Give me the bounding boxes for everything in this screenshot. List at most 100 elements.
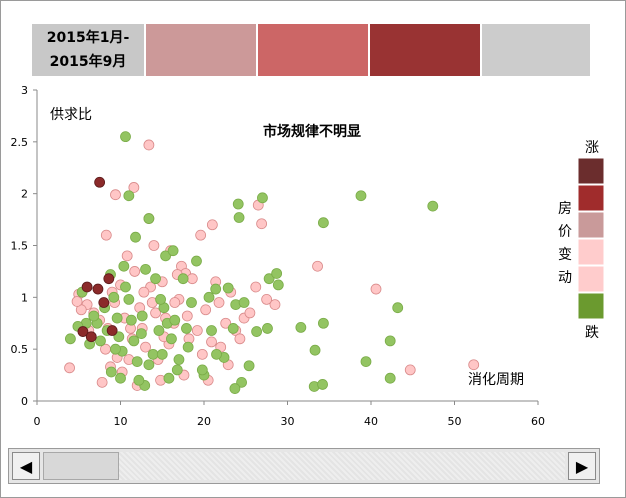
data-point	[210, 283, 222, 295]
scroll-right-button[interactable]: ▶	[568, 452, 596, 480]
data-point	[120, 281, 131, 293]
period-swatch-2[interactable]	[256, 24, 368, 76]
y-tick-label: 2.5	[11, 136, 29, 149]
data-point	[196, 348, 208, 360]
data-point	[370, 283, 382, 295]
data-point	[384, 335, 396, 347]
period-label[interactable]: 2015年1月- 2015年9月	[32, 24, 144, 76]
x-tick-label: 60	[531, 415, 545, 428]
data-point	[118, 260, 130, 272]
data-point	[163, 372, 175, 384]
period-bar: 2015年1月- 2015年9月	[32, 24, 590, 76]
data-point	[169, 297, 181, 308]
data-point	[257, 192, 268, 204]
data-point	[233, 212, 245, 223]
period-swatch-1[interactable]	[144, 24, 256, 76]
data-point	[182, 341, 194, 353]
data-point	[166, 333, 177, 345]
data-point	[125, 314, 137, 326]
data-point	[220, 317, 232, 329]
data-point	[206, 336, 217, 348]
data-point	[167, 245, 179, 257]
data-point	[196, 364, 208, 376]
data-point	[131, 356, 143, 368]
data-point	[64, 362, 75, 374]
data-point	[128, 335, 140, 347]
period-label-line1: 2015年1月-	[46, 30, 130, 46]
data-point	[133, 374, 145, 386]
data-point	[186, 297, 197, 308]
data-point	[263, 273, 275, 285]
x-tick-label: 0	[34, 415, 41, 428]
data-point	[227, 323, 239, 334]
scroll-left-button[interactable]: ◀	[12, 452, 40, 480]
data-point	[138, 286, 150, 298]
y-tick-label: 1.5	[11, 240, 29, 253]
data-point	[71, 296, 83, 307]
legend-swatches	[577, 157, 605, 320]
legend-top-label: 涨	[585, 140, 599, 156]
data-point	[309, 344, 321, 356]
legend-swatch	[577, 292, 605, 320]
y-tick-label: 0	[21, 395, 28, 408]
data-point	[105, 366, 117, 378]
x-tick-label: 30	[281, 415, 295, 428]
data-point	[468, 359, 480, 371]
data-point	[171, 364, 183, 376]
data-point	[312, 260, 323, 272]
data-point	[130, 231, 141, 243]
data-point	[150, 307, 161, 319]
x-tick-label: 50	[448, 415, 462, 428]
data-point	[427, 200, 439, 212]
time-scrollbar[interactable]: ◀ ▶	[8, 448, 600, 484]
y-tick-label: 0.5	[11, 343, 29, 356]
data-point	[404, 364, 416, 376]
y-axis-label: 供求比	[50, 107, 92, 123]
data-point	[140, 263, 151, 275]
data-point	[81, 281, 93, 293]
data-point	[92, 283, 104, 295]
period-swatch-4[interactable]	[480, 24, 590, 76]
data-point	[111, 312, 123, 324]
data-point	[243, 360, 255, 372]
legend-vertical-label-4: 动	[558, 270, 572, 286]
data-point	[150, 273, 161, 285]
data-point	[106, 325, 118, 336]
data-point	[236, 376, 247, 388]
scrollbar-track[interactable]	[43, 452, 565, 480]
data-point	[222, 282, 234, 294]
data-point	[318, 217, 329, 229]
x-tick-label: 40	[364, 415, 378, 428]
data-point	[229, 383, 241, 394]
data-point	[213, 297, 225, 308]
data-point	[360, 356, 372, 368]
data-point	[85, 331, 97, 343]
data-point	[195, 229, 207, 241]
data-point	[96, 376, 108, 388]
data-point	[186, 273, 198, 285]
data-point	[136, 310, 148, 322]
data-point	[318, 317, 329, 329]
data-point	[120, 131, 131, 143]
data-point	[155, 294, 166, 305]
data-point	[191, 325, 203, 336]
data-point	[95, 335, 106, 347]
data-point	[123, 190, 135, 202]
data-point	[317, 379, 328, 390]
data-point	[143, 213, 155, 224]
data-point	[160, 250, 171, 262]
scrollbar-thumb[interactable]	[43, 452, 119, 480]
data-point	[244, 307, 256, 319]
data-point	[262, 323, 273, 334]
data-point	[169, 314, 181, 326]
y-tick-label: 2	[21, 188, 28, 201]
y-tick-label: 3	[21, 84, 28, 97]
color-legend: 涨 跌 房 价 变 动	[558, 140, 605, 341]
data-point	[123, 294, 135, 305]
data-point	[129, 266, 141, 277]
period-swatch-3[interactable]	[368, 24, 480, 76]
right-arrow-icon: ▶	[575, 456, 589, 476]
data-point	[121, 250, 133, 262]
data-point	[256, 218, 268, 230]
